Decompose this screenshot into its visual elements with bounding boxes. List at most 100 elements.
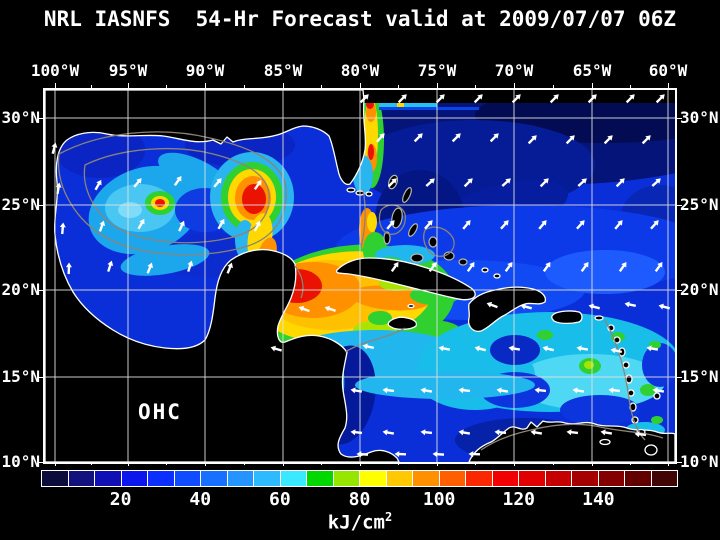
lon-tick-label: 100°W	[30, 61, 80, 80]
wind-arrow-icon	[600, 429, 613, 436]
lon-tick-label: 85°W	[263, 61, 303, 80]
wind-arrow-icon	[565, 135, 575, 145]
colorbar-segment	[201, 471, 227, 486]
wind-arrow-icon	[603, 135, 613, 145]
wind-arrow-icon	[614, 220, 623, 230]
wind-arrow-icon	[133, 178, 142, 188]
lat-tick-label-right: 20°N	[680, 280, 719, 299]
wind-arrow-icon	[615, 178, 625, 188]
axis-tick-bottom	[204, 462, 206, 466]
wind-arrow-icon	[580, 261, 589, 272]
axis-tick-top	[127, 83, 129, 88]
colorbar-segment	[280, 471, 306, 486]
wind-arrow-icon	[527, 135, 537, 145]
graticule-gridlines	[45, 90, 675, 462]
wind-arrow-icon	[608, 387, 621, 394]
wind-arrow-icon	[501, 178, 511, 187]
colorbar-segment	[519, 471, 545, 486]
colorbar-segment	[572, 471, 598, 486]
land-margarita	[599, 438, 611, 446]
wind-arrow-icon	[359, 94, 369, 104]
colorbar-segment	[651, 471, 677, 486]
axis-tick-top	[282, 83, 284, 88]
axis-minortick-top	[552, 85, 554, 88]
wind-arrow-icon	[428, 261, 437, 272]
colorbar-tick-label: 20	[109, 489, 132, 510]
axis-tick-top	[359, 83, 361, 88]
wind-arrow-icon	[587, 94, 597, 104]
colorbar-tick-label: 120	[502, 489, 536, 510]
wind-arrow-icon	[468, 451, 481, 458]
axis-tick-bottom	[591, 462, 593, 466]
colorbar-tick-label: 40	[189, 489, 212, 510]
wind-arrow-icon	[641, 135, 651, 145]
wind-arrow-icon	[94, 179, 102, 191]
axis-tick-left	[38, 289, 43, 291]
wind-arrow-icon	[146, 262, 153, 274]
colorbar-segment	[386, 471, 412, 486]
wind-arrow-icon	[658, 303, 671, 310]
axis-minortick-bottom	[166, 462, 167, 465]
lat-tick-label-right: 15°N	[680, 367, 719, 386]
wind-arrow-icon	[173, 175, 182, 187]
wind-arrow-icon	[520, 303, 533, 310]
wind-arrow-icon	[538, 220, 547, 230]
wind-arrow-icon	[542, 261, 551, 273]
colorbar-tick-label: 140	[582, 489, 615, 510]
wind-arrow-icon	[420, 429, 433, 436]
wind-arrow-icon	[362, 343, 375, 350]
colorbar-segment	[307, 471, 333, 486]
wind-arrow-icon	[651, 178, 661, 187]
colorbar-segment	[333, 471, 359, 486]
lat-tick-label-right: 10°N	[680, 452, 719, 471]
wind-arrow-icon	[588, 303, 601, 310]
bathymetry-contours	[57, 131, 664, 451]
colorbar-tick-labels: 20 40 60 80 100 120 140	[41, 489, 678, 511]
map-plot-area: OHC	[43, 88, 677, 464]
colorbar-segment	[413, 471, 439, 486]
axis-minortick-top	[475, 85, 476, 88]
wind-arrows	[51, 94, 671, 458]
wind-arrow-icon	[652, 387, 665, 394]
wind-arrow-icon	[98, 220, 106, 232]
wind-arrow-icon	[387, 178, 397, 188]
axis-tick-bottom	[127, 462, 129, 466]
wind-arrow-icon	[59, 222, 66, 235]
land-north-central-america	[45, 90, 400, 462]
axis-tick-top	[436, 83, 438, 88]
wind-arrow-icon	[646, 345, 659, 352]
axis-tick-top	[667, 83, 669, 88]
colorbar-segment	[174, 471, 200, 486]
lon-tick-label: 60°W	[648, 61, 688, 80]
axis-tick-bottom	[54, 462, 56, 466]
lon-tick-label: 70°W	[494, 61, 534, 80]
wind-arrow-icon	[213, 178, 222, 188]
axis-tick-top	[54, 83, 56, 88]
wind-arrow-icon	[270, 345, 282, 352]
axis-minortick-bottom	[321, 462, 322, 465]
wind-arrow-icon	[253, 220, 261, 232]
wind-arrow-icon	[474, 345, 487, 352]
axis-tick-right	[677, 204, 682, 206]
wind-arrow-icon	[489, 133, 499, 143]
wind-arrow-icon	[55, 182, 62, 195]
colorbar-segment	[227, 471, 253, 486]
wind-arrow-icon	[356, 451, 369, 458]
axis-minortick-bottom	[398, 462, 399, 465]
colorbar-segment	[625, 471, 651, 486]
wind-arrow-icon	[420, 387, 433, 394]
lon-tick-label: 80°W	[340, 61, 380, 80]
wind-arrow-icon	[65, 262, 72, 275]
wind-arrow-icon	[650, 220, 659, 230]
axis-tick-top	[513, 83, 515, 88]
wind-arrow-icon	[435, 94, 445, 104]
wind-arrow-icon	[466, 261, 475, 273]
axis-minortick-bottom	[629, 462, 631, 465]
wind-arrow-icon	[424, 220, 433, 230]
land-jamaica	[387, 316, 418, 330]
wind-arrow-icon	[577, 178, 587, 187]
wind-arrow-icon	[486, 301, 498, 309]
axis-tick-bottom	[359, 462, 361, 466]
wind-arrow-icon	[500, 220, 509, 230]
colorbar-segment	[42, 471, 68, 486]
